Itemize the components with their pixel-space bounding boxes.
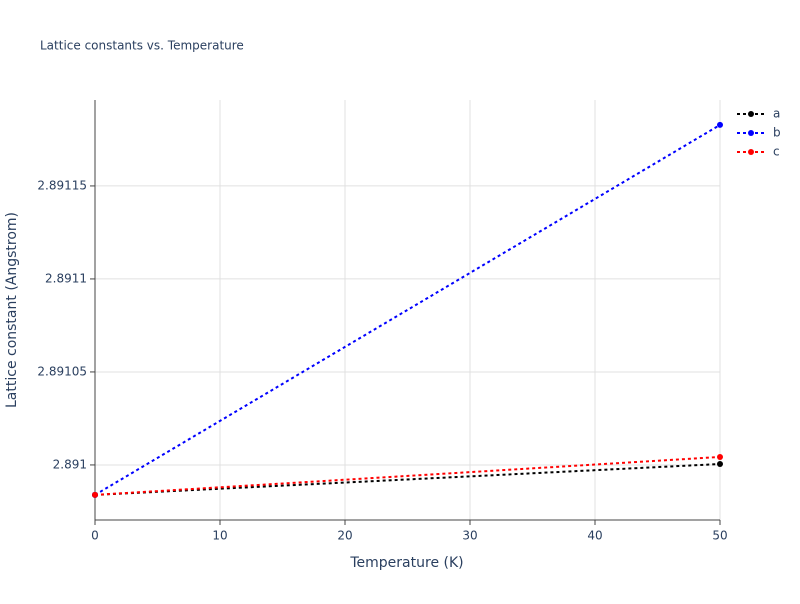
data-line: [94, 463, 721, 496]
data-point: [717, 121, 723, 128]
data-point: [92, 491, 98, 498]
chart-title: Lattice constants vs. Temperature: [40, 39, 244, 53]
x-tick-label: 50: [712, 529, 727, 543]
y-tick-label: 2.89105: [37, 364, 87, 378]
data-point: [717, 461, 723, 468]
legend-marker: [748, 111, 754, 117]
data-point: [717, 453, 723, 460]
y-tick-label: 2.891: [53, 457, 87, 471]
y-axis-label: Lattice constant (Angstrom): [4, 212, 20, 408]
data-line: [94, 455, 721, 496]
legend-label: b: [773, 126, 781, 140]
x-tick-label: 40: [587, 529, 602, 543]
data-line: [94, 124, 721, 496]
legend-marker: [748, 130, 754, 136]
x-tick-label: 20: [337, 529, 352, 543]
x-tick-label: 30: [462, 529, 477, 543]
y-tick-label: 2.89115: [37, 178, 87, 192]
x-axis-label: Temperature (K): [349, 555, 463, 571]
x-tick-label: 10: [212, 529, 227, 543]
x-tick-label: 0: [91, 529, 99, 543]
legend-label: c: [773, 145, 780, 159]
legend-label: a: [773, 107, 780, 121]
legend-marker: [748, 149, 754, 155]
y-tick-label: 2.8911: [45, 271, 87, 285]
